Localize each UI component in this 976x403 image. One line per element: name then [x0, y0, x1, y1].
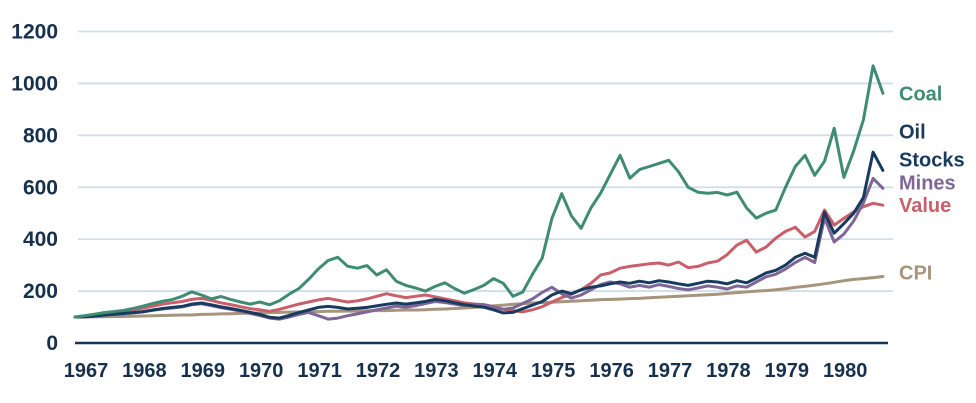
series-line-coal	[73, 64, 885, 319]
y-tick-label: 400	[23, 228, 58, 251]
x-tick-label: 1978	[706, 360, 751, 382]
x-tick-label: 1974	[473, 360, 518, 382]
x-tick-label: 1980	[823, 360, 868, 382]
legend-label-oil-stocks: Oil	[899, 121, 926, 143]
legend-label-cpi: CPI	[899, 263, 932, 285]
series-line-oil-stocks	[73, 150, 885, 320]
y-tick-label: 200	[23, 280, 58, 303]
x-tick-label: 1977	[648, 360, 693, 382]
x-tick-label: 1970	[239, 360, 284, 382]
y-tick-label: 800	[23, 124, 58, 147]
y-tick-label: 1000	[11, 72, 58, 95]
x-tick-label: 1972	[356, 360, 401, 382]
x-tick-label: 1968	[122, 360, 167, 382]
x-tick-label: 1967	[64, 360, 109, 382]
legend-label-oil-stocks: Stocks	[899, 149, 965, 171]
legend-label-coal: Coal	[899, 83, 942, 105]
legend-label-mines: Mines	[899, 172, 956, 194]
x-tick-label: 1971	[297, 360, 342, 382]
legend-label-value: Value	[899, 195, 951, 217]
y-tick-label: 600	[23, 176, 58, 199]
series-line-cpi	[73, 275, 885, 319]
y-tick-label: 1200	[11, 21, 58, 44]
x-tick-label: 1975	[531, 360, 576, 382]
x-tick-label: 1969	[181, 360, 226, 382]
series-line-value	[73, 201, 885, 319]
y-tick-label: 0	[46, 332, 58, 355]
x-tick-label: 1976	[589, 360, 634, 382]
x-tick-label: 1979	[765, 360, 810, 382]
x-tick-label: 1973	[414, 360, 459, 382]
